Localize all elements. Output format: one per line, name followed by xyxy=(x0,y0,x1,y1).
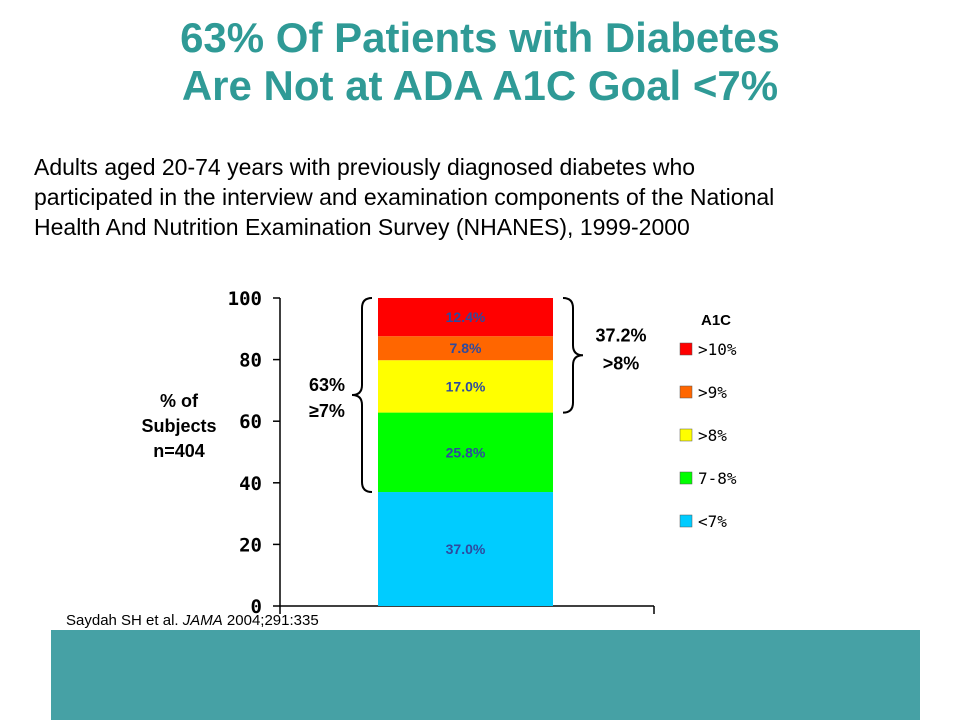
y-tick-label: 0 xyxy=(251,596,262,618)
description-line-2: participated in the interview and examin… xyxy=(34,184,775,210)
y-tick-label: 80 xyxy=(239,350,262,372)
right-brace xyxy=(562,297,584,414)
legend-swatch xyxy=(679,471,693,485)
right-brace-label: >8% xyxy=(603,353,640,373)
citation-authors: Saydah SH et al. xyxy=(66,612,183,629)
stacked-bar-chart: 0 20 40 60 80 100 % of Subjects n=404 37.0% 25.8% 1… xyxy=(141,288,737,618)
legend-label: >10% xyxy=(698,340,737,359)
citation-journal: JAMA xyxy=(182,612,223,629)
y-tick-label: 60 xyxy=(239,411,262,433)
citation: Saydah SH et al. JAMA 2004;291:335 xyxy=(66,612,319,629)
legend-label: >9% xyxy=(698,383,727,402)
bar-data-label: 7.8% xyxy=(450,340,482,356)
legend-swatch xyxy=(679,428,693,442)
bar-data-label: 12.4% xyxy=(446,309,486,325)
right-brace-label: 37.2% xyxy=(595,325,646,345)
legend-swatch xyxy=(679,385,693,399)
description-line-3: Health And Nutrition Examination Survey … xyxy=(34,214,690,240)
y-tick-label: 20 xyxy=(239,534,262,556)
y-axis-title: Subjects xyxy=(141,416,216,436)
bar-segment xyxy=(378,360,553,413)
bar-segment xyxy=(378,336,553,361)
bar-segment xyxy=(378,298,553,337)
legend-label: >8% xyxy=(698,426,727,445)
bar-data-label: 17.0% xyxy=(446,378,486,394)
description-line-1: Adults aged 20-74 years with previously … xyxy=(34,154,696,180)
study-description: Adults aged 20-74 years with previously … xyxy=(34,152,914,242)
title-line-1: 63% Of Patients with Diabetes xyxy=(180,14,780,61)
legend-swatch xyxy=(679,514,693,528)
page-title: 63% Of Patients with Diabetes Are Not at… xyxy=(0,14,960,110)
title-line-2: Are Not at ADA A1C Goal <7% xyxy=(181,62,779,109)
bar-segment xyxy=(378,492,553,606)
y-axis-title: n=404 xyxy=(153,441,205,461)
y-tick-label: 40 xyxy=(239,473,262,495)
footer-band xyxy=(51,630,920,720)
bar-data-label: 37.0% xyxy=(446,541,486,557)
citation-reference: 2004;291:335 xyxy=(222,612,319,629)
left-brace xyxy=(351,297,373,494)
y-axis-title: % of xyxy=(160,391,199,411)
left-brace-label: 63% xyxy=(309,375,345,395)
legend-label: 7-8% xyxy=(698,469,737,488)
bar-data-label: 25.8% xyxy=(446,444,486,460)
legend-swatch xyxy=(679,342,693,356)
y-tick-label: 100 xyxy=(228,288,262,310)
left-brace-label: ≥7% xyxy=(309,401,345,421)
legend-label: <7% xyxy=(698,512,727,531)
bar-segment xyxy=(378,412,553,493)
legend-title: A1C xyxy=(701,312,731,329)
